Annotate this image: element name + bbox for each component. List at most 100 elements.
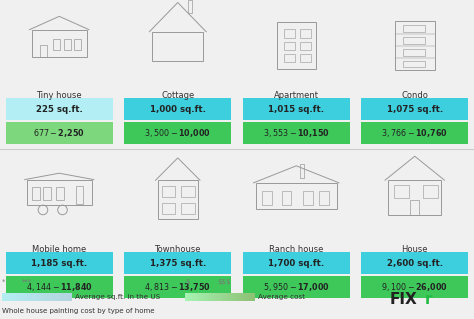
Bar [243,293,245,301]
FancyBboxPatch shape [6,98,112,120]
Bar [62,293,64,301]
Bar [39,293,41,301]
Text: $4,813 - $13,750: $4,813 - $13,750 [145,281,211,293]
Text: $4,144 - $11,840: $4,144 - $11,840 [26,281,92,293]
FancyBboxPatch shape [124,276,231,299]
Bar [194,293,196,301]
Text: $677 - $2,250: $677 - $2,250 [33,127,85,139]
Bar [7,293,9,301]
Text: $9,100 - $26,000: $9,100 - $26,000 [382,281,448,293]
Bar [53,293,55,301]
Bar [12,293,15,301]
Bar [241,293,243,301]
Bar [18,293,20,301]
Bar [206,293,208,301]
Bar [49,293,52,301]
Bar [197,293,200,301]
Text: $5,950 - $17,000: $5,950 - $17,000 [263,281,329,293]
Bar [224,293,226,301]
Bar [237,293,240,301]
FancyBboxPatch shape [124,98,231,120]
Bar [185,293,187,301]
Bar [51,293,53,301]
FancyBboxPatch shape [6,276,112,299]
Bar [37,293,39,301]
Bar [253,293,255,301]
Bar [236,293,238,301]
Bar [58,293,60,301]
Bar [192,293,194,301]
Bar [4,293,6,301]
Bar [34,293,36,301]
Text: Mobile home: Mobile home [32,245,86,254]
Bar [30,293,32,301]
Text: $3,766 - $10,760: $3,766 - $10,760 [382,127,448,139]
Text: 1,015 sq.ft.: 1,015 sq.ft. [268,105,324,114]
Bar [217,293,219,301]
Text: 2,600 sq.ft.: 2,600 sq.ft. [387,258,443,268]
Bar [215,293,217,301]
Bar [220,293,222,301]
Text: $$$: $$$ [217,279,230,285]
Bar [44,293,46,301]
Bar [204,293,207,301]
Text: 1,375 sq.ft.: 1,375 sq.ft. [150,258,206,268]
Text: 225 sq.ft.: 225 sq.ft. [36,105,82,114]
Bar [25,293,27,301]
Text: Tiny house: Tiny house [36,91,82,100]
FancyBboxPatch shape [243,98,349,120]
Bar [55,293,57,301]
Text: $: $ [185,279,190,285]
Bar [227,293,229,301]
Text: 1,700 sq.ft.: 1,700 sq.ft. [268,258,324,268]
Bar [218,293,220,301]
FancyBboxPatch shape [361,98,468,120]
Bar [19,293,22,301]
Text: Apartment: Apartment [274,91,319,100]
Bar [42,293,45,301]
Text: House: House [401,245,428,254]
Bar [202,293,205,301]
Text: FIX: FIX [390,292,418,307]
Bar [189,293,191,301]
Bar [56,293,58,301]
Bar [245,293,247,301]
FancyBboxPatch shape [243,122,349,145]
Bar [6,293,8,301]
Bar [40,293,43,301]
Text: Average sq.ft. in the US: Average sq.ft. in the US [75,294,160,300]
FancyBboxPatch shape [124,252,231,274]
Bar [252,293,254,301]
Bar [213,293,215,301]
Bar [248,293,250,301]
FancyBboxPatch shape [361,122,468,145]
Bar [211,293,213,301]
Bar [14,293,17,301]
Text: ***: *** [22,279,32,285]
Bar [21,293,24,301]
Bar [35,293,37,301]
Text: Condo: Condo [401,91,428,100]
Bar [70,293,73,301]
FancyBboxPatch shape [361,276,468,299]
Text: $3,553 - $10,150: $3,553 - $10,150 [263,127,329,139]
FancyBboxPatch shape [6,122,112,145]
Text: $3,500 - $10,000: $3,500 - $10,000 [145,127,211,139]
Text: Townhouse: Townhouse [155,245,201,254]
Bar [222,293,224,301]
Bar [63,293,65,301]
Bar [239,293,241,301]
Bar [190,293,192,301]
Bar [60,293,62,301]
Bar [11,293,13,301]
Text: Cottage: Cottage [161,91,194,100]
Bar [250,293,252,301]
Bar [232,293,235,301]
FancyBboxPatch shape [361,252,468,274]
Bar [28,293,30,301]
Bar [46,293,48,301]
Bar [199,293,201,301]
FancyBboxPatch shape [6,252,112,274]
Bar [65,293,67,301]
FancyBboxPatch shape [243,276,349,299]
